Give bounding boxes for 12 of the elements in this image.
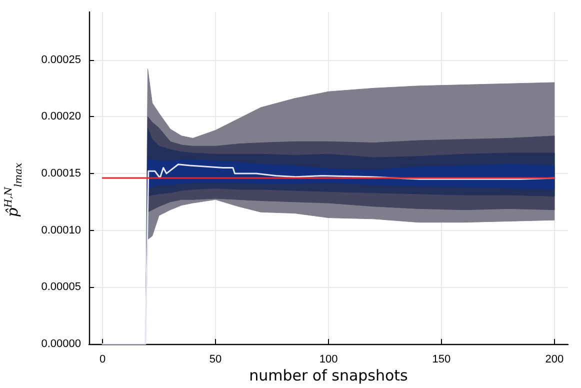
x-axis-title: number of snapshots [249,366,408,384]
x-tick-label: 100 [319,354,338,366]
y-tick-label: 0.00015 [41,167,81,180]
x-tick-label: 50 [209,354,222,366]
y-tick-label: 0.00000 [41,338,81,350]
x-tick-label: 200 [545,354,564,366]
y-tick-label: 0.00025 [41,54,81,66]
y-tick-label: 0.00020 [41,110,81,123]
x-tick-label: 150 [432,354,451,366]
y-tick-label: 0.00005 [41,281,81,294]
y-tick-label: 0.00010 [41,224,81,236]
x-tick-label: 0 [99,354,106,366]
